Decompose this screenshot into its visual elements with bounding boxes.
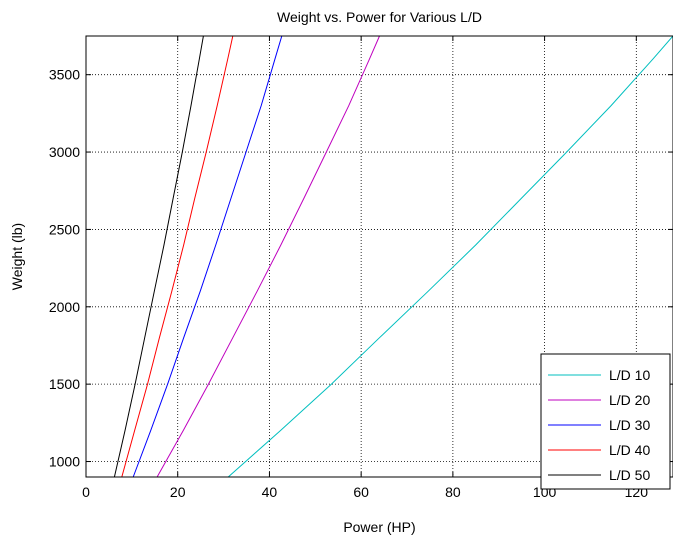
y-tick-label: 2500 xyxy=(49,221,80,237)
series-line-l-d-10 xyxy=(227,35,673,478)
legend-label: L/D 30 xyxy=(609,417,650,433)
y-tick-label: 3500 xyxy=(49,67,80,83)
y-tick-label: 3000 xyxy=(49,144,80,160)
plot-frame xyxy=(85,35,673,478)
legend-box xyxy=(540,353,671,490)
series-line-l-d-30 xyxy=(132,35,283,478)
x-tick-label: 60 xyxy=(353,484,369,500)
series-line-l-d-50 xyxy=(113,35,204,478)
x-axis-label: Power (HP) xyxy=(343,519,415,535)
x-tick-label: 0 xyxy=(82,484,90,500)
series-line-l-d-20 xyxy=(156,35,380,478)
legend: L/D 10 L/D 20 L/D 30 L/D 40 L/D 50 xyxy=(540,353,671,490)
chart-title: Weight vs. Power for Various L/D xyxy=(277,9,482,25)
legend-label: L/D 40 xyxy=(609,442,650,458)
y-tick-label: 2000 xyxy=(49,299,80,315)
y-tick-label: 1000 xyxy=(49,454,80,470)
legend-label: L/D 10 xyxy=(609,367,650,383)
x-tick-label: 80 xyxy=(445,484,461,500)
x-tick-label: 20 xyxy=(170,484,186,500)
legend-label: L/D 20 xyxy=(609,392,650,408)
legend-label: L/D 50 xyxy=(609,467,650,483)
series-lines xyxy=(113,35,673,478)
x-tick-label: 40 xyxy=(262,484,278,500)
series-line-l-d-40 xyxy=(121,35,234,478)
y-tick-label: 1500 xyxy=(49,376,80,392)
y-axis-label: Weight (lb) xyxy=(9,223,25,290)
